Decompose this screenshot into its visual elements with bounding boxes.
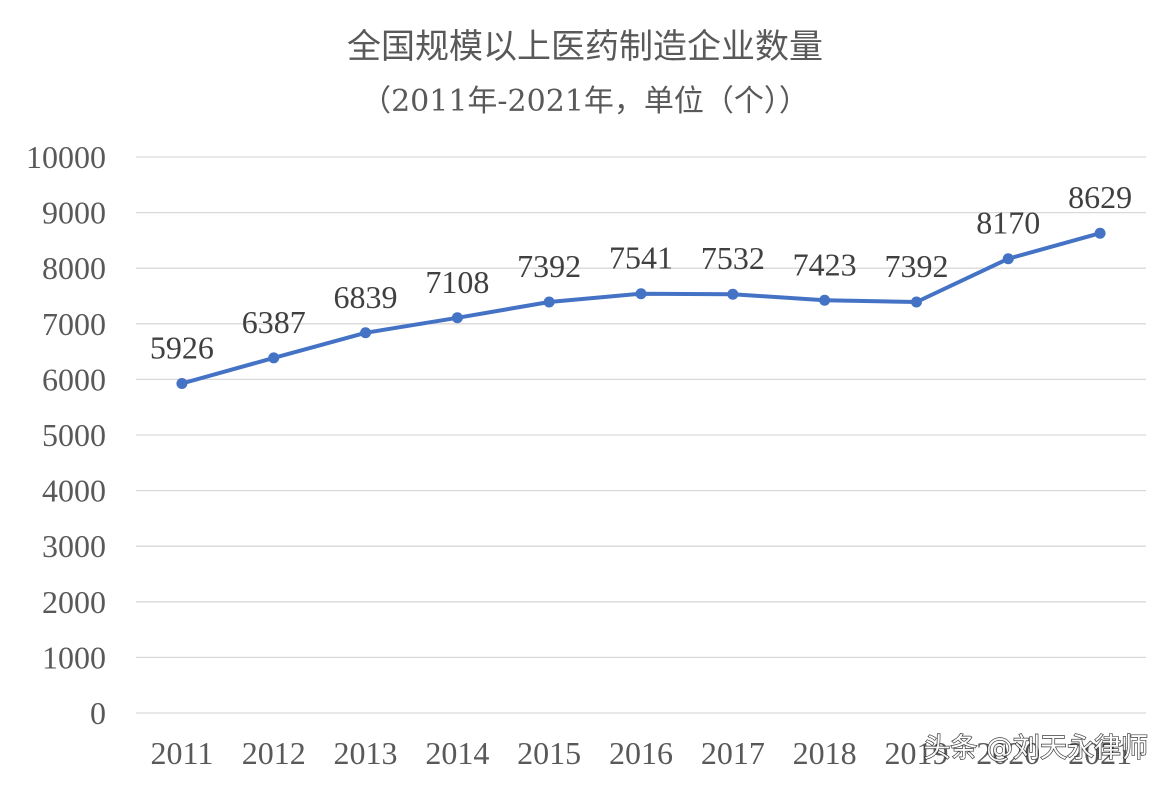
y-tick-label: 8000	[42, 250, 106, 286]
data-label: 8629	[1068, 179, 1132, 215]
data-label: 7541	[609, 240, 673, 276]
data-label: 6387	[242, 304, 306, 340]
y-tick-label: 7000	[42, 306, 106, 342]
data-label: 6839	[334, 279, 398, 315]
data-point	[727, 288, 739, 300]
data-point	[268, 352, 280, 364]
chart-subtitle: （2011年-2021年，单位（个））	[361, 84, 809, 119]
data-point	[1094, 227, 1106, 239]
x-tick-label: 2014	[425, 735, 489, 771]
x-tick-label: 2020	[976, 735, 1040, 771]
x-tick-label: 2013	[334, 735, 398, 771]
data-point	[543, 296, 555, 308]
x-tick-label: 2012	[242, 735, 306, 771]
series-layer	[176, 227, 1106, 390]
x-tick-label: 2018	[793, 735, 857, 771]
data-label: 8170	[976, 205, 1040, 241]
x-tick-label: 2019	[884, 735, 948, 771]
data-label: 7423	[793, 246, 857, 282]
data-point	[1002, 253, 1014, 265]
watermark: 头条 @刘天永律师	[923, 733, 1148, 764]
y-tick-label: 9000	[42, 195, 106, 231]
y-tick-label: 4000	[42, 473, 106, 509]
x-tick-label: 2011	[151, 735, 214, 771]
data-label: 7532	[701, 240, 765, 276]
data-label: 5926	[150, 330, 214, 366]
gridlines	[136, 156, 1146, 714]
y-tick-label: 2000	[42, 584, 106, 620]
data-point	[451, 312, 463, 324]
x-tick-label: 2016	[609, 735, 673, 771]
y-tick-label: 3000	[42, 528, 106, 564]
data-point	[635, 288, 647, 300]
y-tick-label: 0	[90, 695, 106, 731]
data-label: 7392	[517, 248, 581, 284]
y-tick-label: 1000	[42, 639, 106, 675]
x-tick-label: 2017	[701, 735, 765, 771]
data-label: 7108	[425, 264, 489, 300]
y-tick-label: 10000	[26, 139, 106, 175]
y-tick-label: 6000	[42, 361, 106, 397]
x-axis-tick-labels: 2011 2012 2013 2014 2015 2016 2017 2018 2019 2020…	[151, 735, 1133, 771]
y-axis-tick-labels: 0 1000 2000 3000 4000 5000 6000 7000 8000 9000 100…	[26, 139, 106, 731]
data-point	[819, 294, 831, 306]
data-point	[176, 378, 188, 390]
data-point	[910, 296, 922, 308]
y-tick-label: 5000	[42, 417, 106, 453]
chart-title: 全国规模以上医药制造企业数量	[347, 27, 823, 67]
x-tick-label: 2015	[517, 735, 581, 771]
data-point	[360, 327, 372, 339]
x-tick-label: 2021	[1068, 735, 1132, 771]
data-labels: 5926 6387 6839 7108 7392 7541 7532 7423 7392 8170…	[150, 179, 1132, 365]
data-label: 7392	[884, 248, 948, 284]
